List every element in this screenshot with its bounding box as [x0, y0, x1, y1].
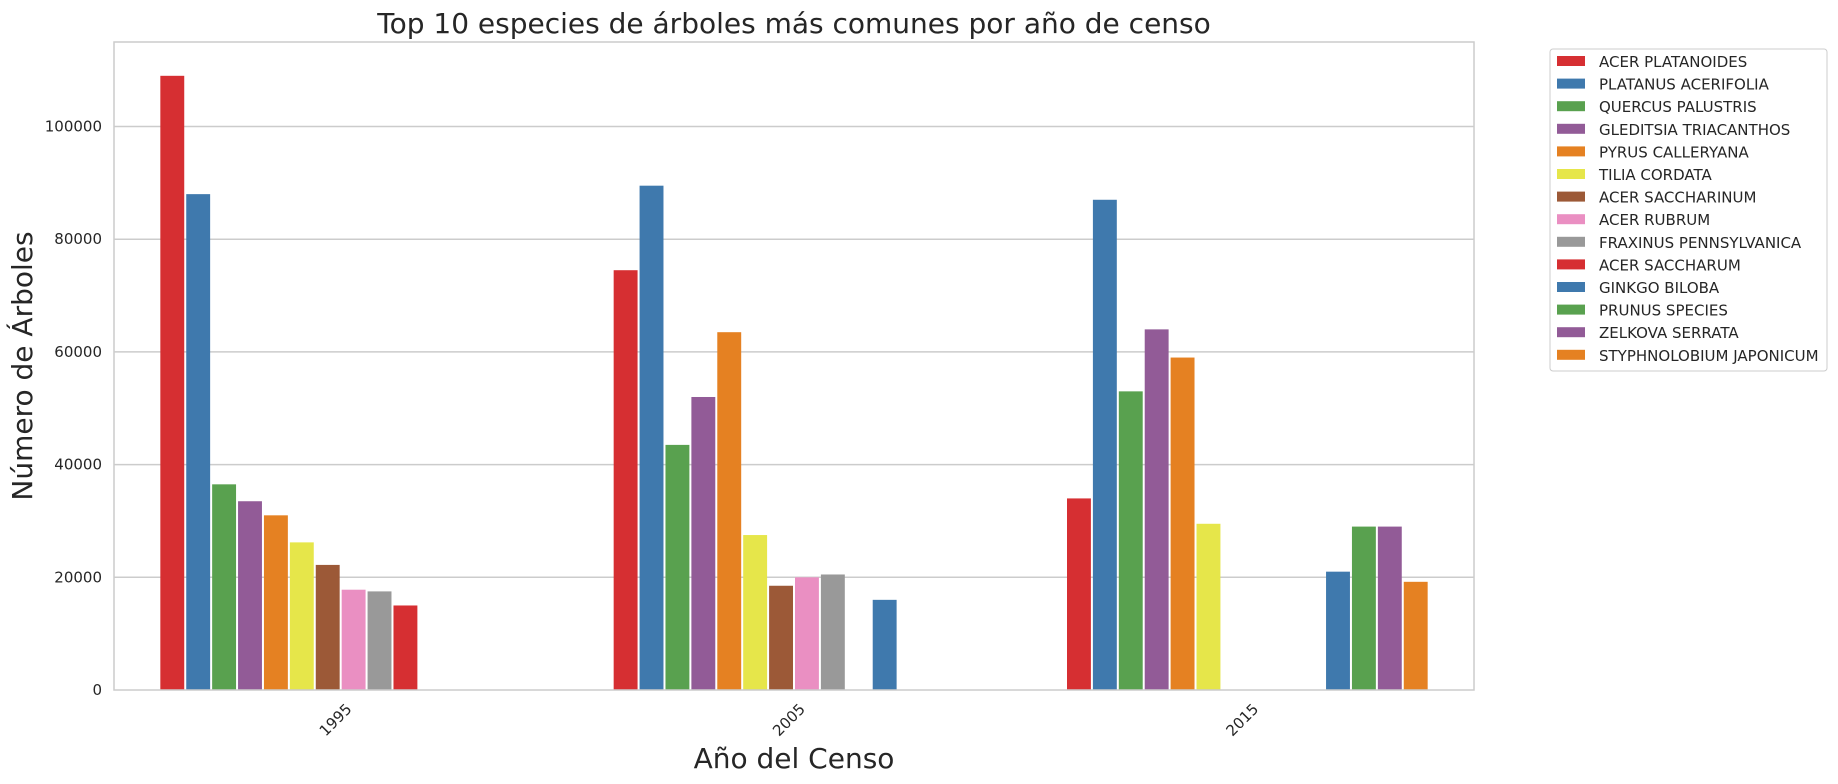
legend-swatch [1557, 282, 1585, 292]
x-tick-label: 2005 [769, 700, 809, 740]
bars [160, 75, 1428, 690]
y-tick-label: 60000 [54, 343, 102, 361]
legend-label: STYPHNOLOBIUM JAPONICUM [1599, 347, 1819, 365]
y-tick-label: 0 [92, 681, 102, 699]
plot-frame [113, 41, 1475, 691]
y-tick-label: 80000 [54, 230, 102, 248]
bar [212, 484, 237, 690]
bar [613, 270, 638, 690]
bar [639, 185, 664, 690]
legend-label: ACER SACCHARINUM [1599, 189, 1756, 207]
bar [238, 501, 262, 690]
bar [1377, 526, 1402, 690]
legend-label: ZELKOVA SERRATA [1599, 324, 1739, 342]
x-tick-label: 2015 [1222, 700, 1262, 740]
bar [769, 585, 793, 690]
bar [186, 194, 211, 690]
legend-swatch [1557, 236, 1585, 247]
y-axis-ticks: 0 20000 40000 60000 80000 100000 [45, 118, 102, 699]
bar [1196, 523, 1221, 690]
x-tick-label: 1995 [316, 700, 356, 740]
legend-swatch [1557, 304, 1585, 315]
legend-box [1549, 48, 1828, 372]
legend-label: GINKGO BILOBA [1599, 279, 1720, 297]
legend-label: ACER PLATANOIDES [1599, 53, 1747, 71]
legend-swatch [1557, 259, 1585, 270]
legend-swatch [1557, 101, 1585, 112]
bar [1067, 498, 1091, 690]
bar [289, 542, 314, 690]
legend: ACER PLATANOIDES PLATANUS ACERIFOLIA QUERC… [1549, 48, 1828, 372]
legend-swatch [1557, 169, 1585, 179]
legend-swatch [1557, 327, 1585, 338]
bar [1092, 199, 1117, 690]
y-tick-label: 100000 [45, 118, 102, 136]
bar [665, 444, 690, 690]
bar [315, 564, 340, 690]
bar [393, 605, 418, 690]
bar [795, 577, 819, 690]
bar [820, 574, 845, 690]
legend-swatch [1557, 349, 1585, 360]
x-axis-label: Año del Censo [694, 742, 895, 775]
legend-label: PYRUS CALLERYANA [1599, 143, 1749, 161]
bar [367, 591, 392, 690]
legend-label: GLEDITSIA TRIACANTHOS [1599, 121, 1790, 139]
bar [263, 515, 288, 690]
y-tick-label: 40000 [54, 456, 102, 474]
legend-label: PRUNUS SPECIES [1599, 302, 1728, 320]
legend-label: PLATANUS ACERIFOLIA [1599, 76, 1770, 94]
bar [1326, 571, 1350, 690]
bar [160, 75, 185, 690]
legend-label: QUERCUS PALUSTRIS [1599, 98, 1757, 116]
y-tick-label: 20000 [54, 568, 102, 586]
bar [717, 332, 742, 690]
legend-label: ACER RUBRUM [1599, 211, 1710, 229]
legend-swatch [1557, 214, 1585, 225]
bar [872, 599, 897, 690]
bar [341, 589, 366, 690]
legend-label: ACER SACCHARUM [1599, 256, 1741, 274]
x-axis-ticks: 1995 2005 2015 [316, 700, 1262, 740]
bar [743, 535, 768, 690]
legend-swatch [1557, 123, 1585, 134]
bar [1351, 526, 1376, 690]
bar [1170, 357, 1195, 690]
bar [1403, 581, 1428, 690]
legend-swatch [1557, 146, 1585, 157]
bar [1144, 329, 1169, 690]
bar [691, 396, 716, 690]
legend-swatch [1557, 56, 1585, 66]
y-axis-label: Número de Árboles [5, 231, 39, 500]
gridlines [114, 125, 1474, 579]
chart-title: Top 10 especies de árboles más comunes p… [376, 7, 1211, 40]
legend-label: FRAXINUS PENNSYLVANICA [1599, 234, 1802, 252]
legend-label: TILIA CORDATA [1598, 166, 1712, 184]
bar [1118, 391, 1143, 690]
legend-swatch [1557, 191, 1585, 202]
legend-swatch [1557, 78, 1585, 89]
